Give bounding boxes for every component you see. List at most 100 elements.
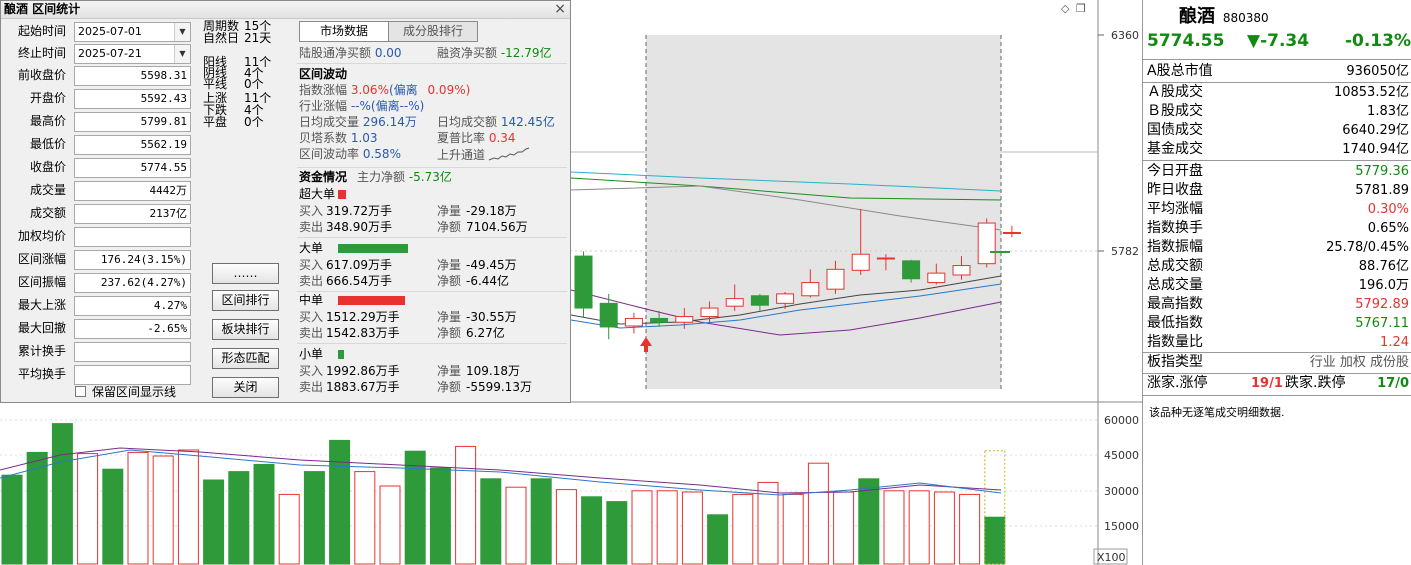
volume-tick-label: 45000 bbox=[1104, 449, 1139, 462]
ma5-line bbox=[570, 283, 1002, 329]
order-group-name: 小单 bbox=[299, 347, 324, 361]
chevron-down-icon[interactable]: ▼ bbox=[174, 23, 190, 41]
main-net-value: -5.73亿 bbox=[408, 170, 452, 184]
volume-bar bbox=[732, 493, 754, 565]
margin-net-buy-label: 融资净买额 bbox=[437, 46, 498, 60]
net-amount-value: -5599.13万 bbox=[466, 380, 532, 394]
quote-row-value: 5779.36 bbox=[1355, 164, 1409, 179]
volume-bar bbox=[303, 471, 325, 565]
quote-row-value: 88.76亿 bbox=[1358, 259, 1409, 274]
volume-bar bbox=[26, 451, 48, 565]
sector-rank-button[interactable]: 板块排行 bbox=[212, 319, 279, 340]
quote-row-label: 总成交额 bbox=[1147, 258, 1203, 274]
field-label: 开盘价 bbox=[29, 91, 66, 105]
quote-row-label: A股总市值 bbox=[1147, 63, 1213, 79]
index-name: 酿酒 bbox=[1179, 6, 1215, 27]
order-group-name: 大单 bbox=[299, 241, 324, 255]
quote-row-label: 指数振幅 bbox=[1147, 239, 1203, 255]
board-type-value[interactable]: 行业 加权 成份股 bbox=[1309, 355, 1409, 370]
range-rank-button[interactable]: 区间排行 bbox=[212, 290, 279, 311]
range-stats-dialog[interactable]: 酿酒 区间统计 × 起始时间 2025-07-01 ▼ 终止时间 2025-07… bbox=[0, 0, 571, 403]
start-time-value: 2025-07-01 bbox=[78, 25, 142, 38]
kline-chart[interactable]: 6360 5782 60000 45000 30000 15000 X100 ◇ ❐ bbox=[0, 0, 1142, 565]
field-label: 平均换手 bbox=[17, 367, 66, 381]
volume-bar bbox=[177, 449, 199, 565]
quote-header: 酿酒 880380 bbox=[1179, 2, 1269, 28]
candle-body bbox=[902, 260, 921, 280]
volume-bar bbox=[656, 490, 678, 565]
quote-row: 指数量比 1.24 bbox=[1147, 333, 1411, 352]
field-label: 区间涨幅 bbox=[17, 252, 66, 266]
volume-bar bbox=[606, 501, 628, 565]
quote-row: 国债成交 6640.29亿 bbox=[1147, 121, 1411, 140]
field-value: 5562.19 bbox=[74, 135, 191, 155]
quote-row-label: 今日开盘 bbox=[1147, 163, 1203, 179]
quote-row: 总成交额 88.76亿 bbox=[1147, 257, 1411, 276]
net-amount-value: 6.27亿 bbox=[466, 326, 505, 340]
pattern-match-button[interactable]: 形态匹配 bbox=[212, 348, 279, 369]
field-value: 5598.31 bbox=[74, 66, 191, 86]
ma10-line bbox=[570, 289, 1002, 336]
sell-label: 卖出 bbox=[299, 220, 324, 234]
quote-row: A股总市值 936050亿 bbox=[1147, 62, 1411, 81]
quote-row-label: 指数量比 bbox=[1147, 334, 1203, 350]
stat-value: 21天 bbox=[244, 31, 272, 45]
candle-body bbox=[826, 268, 845, 290]
close-icon[interactable]: × bbox=[554, 1, 566, 17]
volume-bar bbox=[329, 439, 351, 565]
volume-bar bbox=[404, 450, 426, 565]
net-amount-label: 净额 bbox=[437, 326, 462, 340]
main-net-label: 主力净额 bbox=[357, 170, 406, 184]
quote-row-value: 196.0万 bbox=[1358, 278, 1409, 293]
quote-row: 指数换手 0.65% bbox=[1147, 219, 1411, 238]
quote-row-value: 10853.52亿 bbox=[1333, 85, 1409, 100]
volume-bar bbox=[883, 490, 905, 565]
net-amount-label: 净额 bbox=[437, 380, 462, 394]
volume-bar bbox=[933, 491, 955, 565]
candle-body bbox=[851, 253, 870, 271]
stat-label: 下跌 bbox=[203, 103, 228, 117]
quote-row-value: 936050亿 bbox=[1346, 64, 1409, 79]
keep-range-line-label: 保留区间显示线 bbox=[92, 385, 177, 399]
more-button[interactable]: …… bbox=[212, 263, 279, 284]
quote-row: Ａ股成交 10853.52亿 bbox=[1147, 83, 1411, 102]
stat-label: 阳线 bbox=[203, 55, 228, 69]
volume-bar bbox=[833, 491, 855, 565]
quote-row-label: 最低指数 bbox=[1147, 315, 1203, 331]
down-count-value: 17/0 bbox=[1377, 376, 1409, 391]
board-type-row: 板指类型 行业 加权 成份股 bbox=[1147, 353, 1411, 372]
volume-tick-label: 60000 bbox=[1104, 414, 1139, 427]
volume-bar bbox=[253, 463, 275, 565]
candle-body bbox=[876, 257, 895, 260]
start-time-select[interactable]: 2025-07-01 ▼ bbox=[74, 22, 191, 42]
volume-bar bbox=[757, 481, 779, 565]
field-value bbox=[74, 365, 191, 385]
price-change-pct: -0.13% bbox=[1344, 31, 1411, 51]
quote-row-label: 总成交量 bbox=[1147, 277, 1203, 293]
divider bbox=[1143, 160, 1411, 161]
order-group-name: 超大单 bbox=[299, 187, 336, 201]
dialog-titlebar[interactable]: 酿酒 区间统计 × bbox=[1, 1, 570, 19]
kline-chart-area[interactable]: 6360 5782 60000 45000 30000 15000 X100 ◇ ❐ bbox=[0, 0, 1142, 565]
keep-range-line-checkbox[interactable] bbox=[75, 386, 86, 397]
index-deviation-value: 0.09%) bbox=[427, 83, 471, 97]
close-button[interactable]: 关闭 bbox=[212, 377, 279, 398]
quote-row-label: Ｂ股成交 bbox=[1147, 103, 1203, 119]
stat-label: 自然日 bbox=[203, 31, 240, 45]
volume-ma10-line bbox=[0, 447, 1002, 494]
end-time-select[interactable]: 2025-07-21 ▼ bbox=[74, 44, 191, 64]
trend-channel-label: 上升通道 bbox=[437, 148, 486, 162]
quote-row: 总成交量 196.0万 bbox=[1147, 276, 1411, 295]
tab-market-data[interactable]: 市场数据 bbox=[299, 21, 389, 42]
buy-value: 1992.86万手 bbox=[326, 364, 400, 378]
chevron-down-icon[interactable]: ▼ bbox=[174, 45, 190, 63]
tab-constituent-rank[interactable]: 成分股排行 bbox=[388, 21, 478, 42]
volume-tick-label: 15000 bbox=[1104, 520, 1139, 533]
volume-bar bbox=[530, 478, 552, 565]
stat-value: 11个 bbox=[244, 55, 272, 69]
index-code: 880380 bbox=[1222, 11, 1269, 25]
quote-row-label: 昨日收盘 bbox=[1147, 182, 1203, 198]
candle-body bbox=[574, 255, 593, 309]
net-amount-label: 净额 bbox=[437, 274, 462, 288]
sell-value: 348.90万手 bbox=[326, 220, 392, 234]
